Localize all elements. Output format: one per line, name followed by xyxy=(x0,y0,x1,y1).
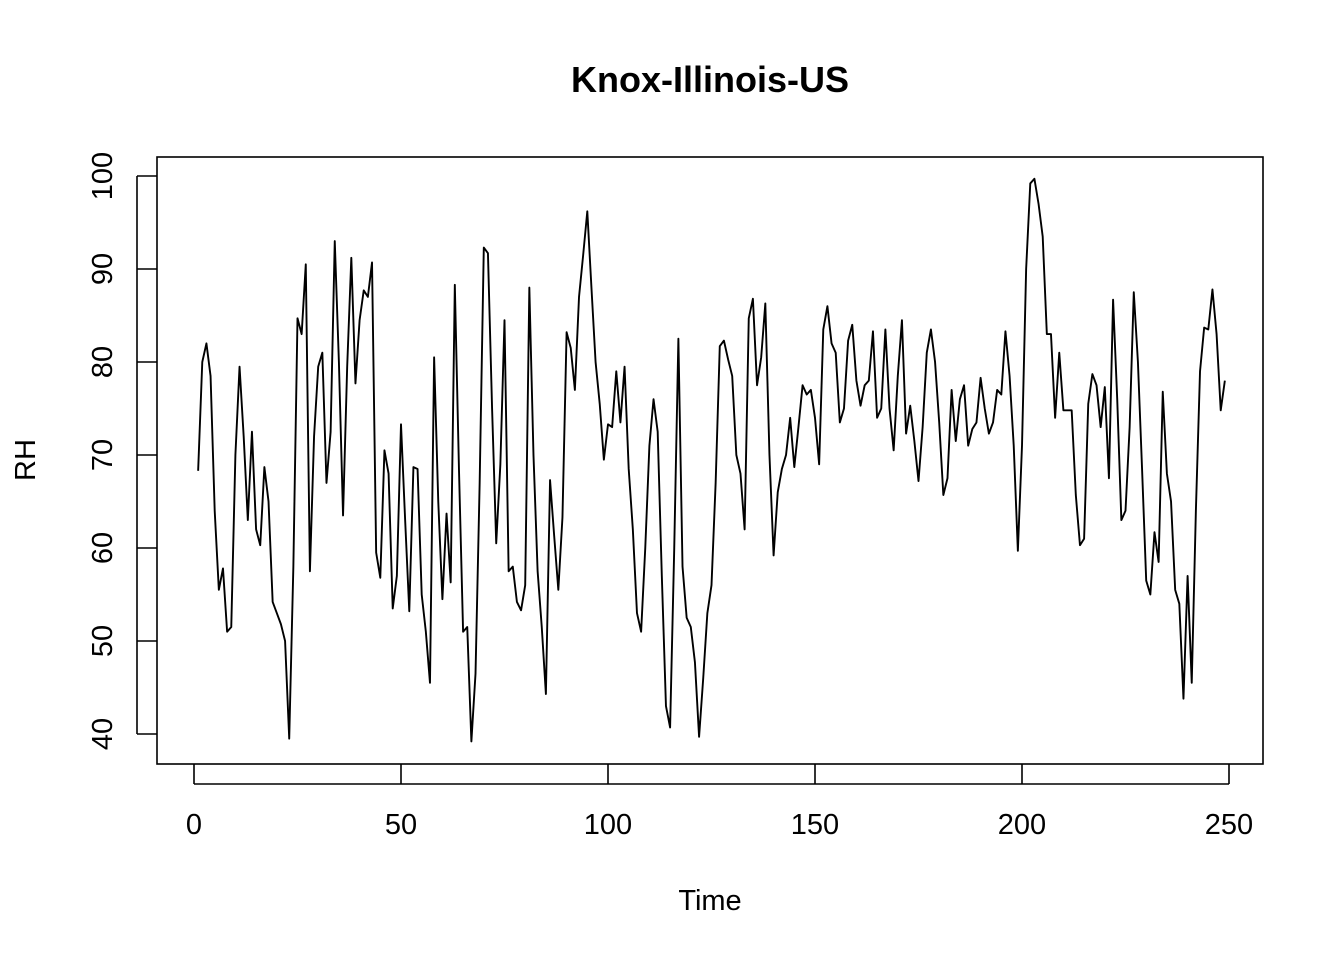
y-tick-label: 50 xyxy=(87,625,119,657)
x-tick-label: 0 xyxy=(186,809,202,841)
plot-area-border xyxy=(156,156,1264,765)
x-axis: 0 50 100 150 200 250 xyxy=(186,764,1253,841)
y-tick-label: 100 xyxy=(87,152,119,200)
x-tick-label: 100 xyxy=(584,809,632,841)
x-axis-label: Time xyxy=(678,885,741,917)
y-axis-label: RH xyxy=(10,439,42,481)
y-tick-label: 40 xyxy=(87,718,119,750)
series-line xyxy=(197,177,1226,743)
x-tick-label: 250 xyxy=(1205,809,1253,841)
y-tick-label: 90 xyxy=(87,253,119,285)
y-axis: 40 50 60 70 80 90 100 xyxy=(87,152,157,750)
x-tick-label: 50 xyxy=(385,809,417,841)
y-tick-label: 70 xyxy=(87,439,119,471)
chart-title: Knox-Illinois-US xyxy=(571,59,849,100)
x-tick-label: 150 xyxy=(791,809,839,841)
y-tick-label: 80 xyxy=(87,346,119,378)
y-tick-label: 60 xyxy=(87,532,119,564)
x-tick-label: 200 xyxy=(998,809,1046,841)
